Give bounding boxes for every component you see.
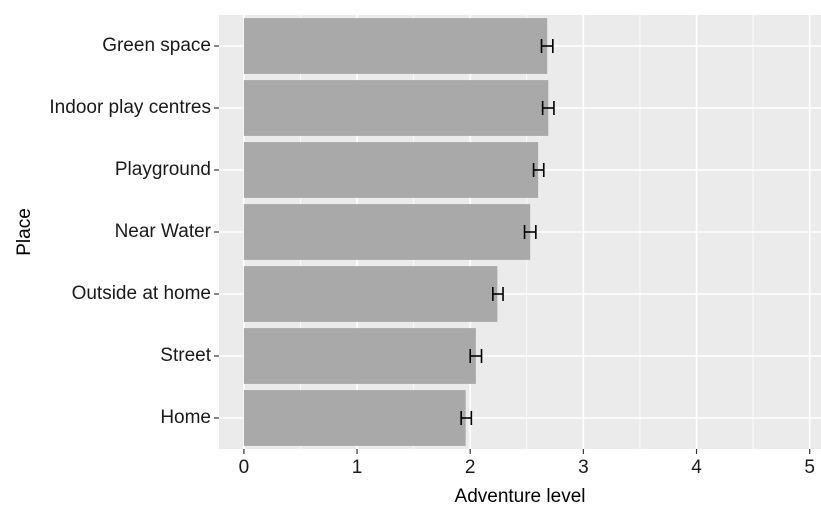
x-axis: 0 1 2 3 4 5 [239,449,815,478]
y-tick-label: Street [160,345,211,366]
bar-home [243,390,466,446]
error-bar [492,287,504,301]
y-tick-label: Outside at home [72,283,211,304]
x-tick-label: 3 [578,457,589,478]
error-bar [532,163,545,177]
bar-indoor-play-centres [243,80,549,136]
y-axis: Green space Indoor play centres Playground… [49,35,219,428]
bar-playground [243,142,539,198]
x-tick-label: 0 [239,457,250,478]
y-tick-label: Playground [115,159,211,180]
y-axis-title: Place [14,208,35,256]
error-bar [540,39,554,53]
x-axis-title: Adventure level [455,486,586,507]
error-bar [469,349,483,363]
bar-outside-at-home [243,266,498,322]
bar-near-water [243,204,531,260]
x-tick-label: 2 [465,457,476,478]
y-tick-label: Green space [102,35,211,56]
bars [243,18,549,446]
error-bar [460,411,473,425]
x-tick-label: 5 [804,457,815,478]
y-tick-label: Home [160,407,211,428]
bar-street [243,328,476,384]
y-tick-label: Indoor play centres [49,97,211,118]
error-bars [460,39,555,425]
error-bar [523,225,537,239]
bar-green-space [243,18,548,74]
error-bar [541,101,555,115]
x-tick-label: 4 [691,457,702,478]
x-tick-label: 1 [352,457,363,478]
y-tick-label: Near Water [115,221,212,242]
